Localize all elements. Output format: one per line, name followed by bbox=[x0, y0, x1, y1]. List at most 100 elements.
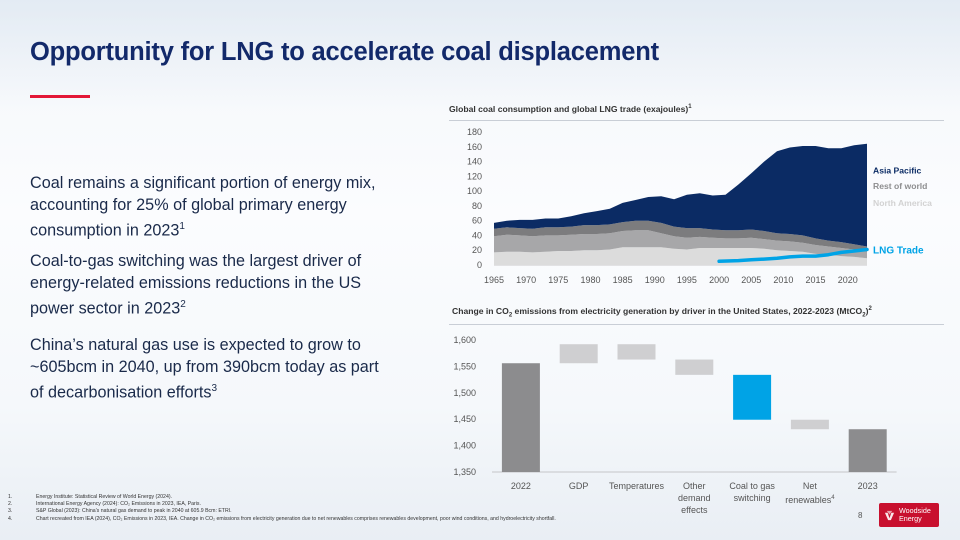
chart2-title-sub: 2 bbox=[508, 312, 513, 319]
woodside-logo: Woodside Energy bbox=[879, 503, 939, 527]
waterfall-bar-coal-to-gas-switching bbox=[733, 374, 772, 420]
x-category-line: Net bbox=[802, 481, 817, 491]
legend-label-lng-trade: LNG Trade bbox=[873, 245, 924, 256]
x-category-line: demand bbox=[678, 493, 711, 503]
x-category-line: 2022 bbox=[510, 481, 531, 491]
chart2-title-middle: emissions from electricity generation by… bbox=[512, 306, 863, 316]
chart2-title-suffix: ) bbox=[865, 306, 869, 316]
bullet-2: Coal-to-gas switching was the largest dr… bbox=[30, 250, 380, 319]
x-category-line: renewables4 bbox=[785, 495, 835, 505]
bullet-2-sup: 2 bbox=[180, 299, 186, 310]
area-series-north-america bbox=[494, 247, 867, 265]
page-title: Opportunity for LNG to accelerate coal d… bbox=[30, 38, 659, 66]
lng-trade-line bbox=[717, 247, 869, 264]
y-tick-label: 1,550 bbox=[453, 361, 476, 371]
chart2-title-prefix: Change in CO bbox=[452, 306, 509, 316]
waterfall-bar-other-demand-effects bbox=[675, 359, 714, 375]
x-tick-label: 1975 bbox=[548, 275, 568, 285]
bullet-3-sup: 3 bbox=[211, 383, 218, 394]
footnote: 1. Energy Institute: Statistical Review o… bbox=[8, 494, 768, 501]
legend-label-asia-pacific: Asia Pacific bbox=[873, 165, 921, 175]
x-tick-label: 2015 bbox=[806, 275, 826, 285]
title-accent-rule bbox=[30, 95, 90, 98]
bullet-1: Coal remains a significant portion of en… bbox=[30, 172, 380, 241]
footnote-text: International Energy Agency (2024): CO₂ … bbox=[36, 501, 201, 508]
area-series-asia-pacific bbox=[494, 143, 867, 247]
footnote-number: 3. bbox=[8, 508, 13, 515]
chart1-title-text: Global coal consumption and global LNG t… bbox=[449, 104, 689, 114]
y-tick-label: 60 bbox=[472, 216, 482, 226]
x-category-line: switching bbox=[733, 493, 771, 503]
y-tick-label: 1,500 bbox=[453, 388, 476, 398]
x-category-label: Temperatures bbox=[605, 480, 669, 492]
x-tick-label: 1995 bbox=[677, 275, 697, 285]
emissions-waterfall-chart: 1,350 1,400 1,450 1,500 1,550 1,600 bbox=[453, 335, 897, 477]
footnotes: 1. Energy Institute: Statistical Review o… bbox=[8, 494, 768, 523]
footnote-number: 2. bbox=[8, 501, 13, 508]
logo-line-1: Woodside bbox=[899, 506, 931, 515]
y-tick-label: 1,350 bbox=[453, 467, 476, 477]
bullet-3-text: China’s natural gas use is expected to g… bbox=[30, 336, 379, 402]
footnote-number: 4. bbox=[8, 515, 13, 522]
y-tick-label: 1,450 bbox=[453, 414, 476, 424]
x-category-line: Other bbox=[683, 481, 706, 491]
area-series-other bbox=[494, 220, 867, 252]
waterfall-bar-gdp bbox=[559, 344, 598, 364]
footnote-text: S&P Global (2023): China’s natural gas d… bbox=[36, 508, 232, 515]
chart2-title-sub2: 2 bbox=[862, 312, 866, 319]
x-tick-label: 2000 bbox=[709, 275, 729, 285]
legend-label-rest-of-world: Rest of world bbox=[873, 181, 927, 191]
waterfall-bar-net-renewables bbox=[790, 419, 829, 430]
x-tick-label: 1985 bbox=[613, 275, 633, 285]
x-tick-label: 2005 bbox=[741, 275, 761, 285]
x-category-label: Net renewables4 bbox=[778, 480, 842, 506]
bullet-2-text: Coal-to-gas switching was the largest dr… bbox=[30, 252, 362, 318]
x-category-label: GDP bbox=[547, 480, 611, 492]
chart2-title: Change in CO2 emissions from electricity… bbox=[452, 306, 872, 319]
page-number: 8 bbox=[858, 511, 863, 520]
y-tick-label: 180 bbox=[467, 127, 482, 137]
x-category-line: Temperatures bbox=[608, 481, 665, 491]
y-tick-label: 0 bbox=[477, 260, 482, 270]
waterfall-bar-2022 bbox=[501, 363, 540, 472]
waterfall-bar-temperatures bbox=[617, 344, 656, 360]
y-tick-label: 1,600 bbox=[453, 335, 476, 345]
x-tick-label: 2010 bbox=[773, 275, 793, 285]
footnote-text: Energy Institute: Statistical Review of … bbox=[36, 494, 172, 500]
woodside-mark-icon bbox=[884, 510, 895, 520]
footnote: 2. International Energy Agency (2024): CO… bbox=[8, 501, 768, 508]
bullet-1-text: Coal remains a significant portion of en… bbox=[30, 174, 376, 240]
x-category-label: Other demand effects bbox=[662, 480, 726, 516]
x-tick-label: 2020 bbox=[838, 275, 858, 285]
chart1-title-sup: 1 bbox=[688, 104, 692, 111]
chart2-title-rule bbox=[449, 324, 944, 325]
x-category-line: effects bbox=[681, 505, 708, 515]
y-tick-label: 1,400 bbox=[453, 441, 476, 451]
footnote: 4. Chart recreated from IEA (2024), CO₂ E… bbox=[8, 516, 768, 523]
x-category-line: GDP bbox=[568, 481, 589, 491]
x-tick-label: 1970 bbox=[516, 275, 536, 285]
y-tick-label: 100 bbox=[467, 186, 482, 196]
waterfall-bar-2023 bbox=[848, 429, 887, 472]
x-tick-label: 1965 bbox=[484, 275, 504, 285]
y-tick-label: 140 bbox=[467, 157, 482, 167]
x-category-label: 2022 bbox=[489, 480, 553, 492]
x-tick-label: 1990 bbox=[645, 275, 665, 285]
bullet-3: China’s natural gas use is expected to g… bbox=[30, 334, 380, 403]
logo-line-2: Energy bbox=[899, 514, 922, 523]
y-tick-label: 160 bbox=[467, 142, 482, 152]
y-tick-label: 80 bbox=[472, 201, 482, 211]
x-category-label: Coal to gas switching bbox=[720, 480, 784, 504]
legend-label-north-america: North America bbox=[873, 198, 932, 208]
chart1-title: Global coal consumption and global LNG t… bbox=[449, 104, 692, 114]
x-category-sup: 4 bbox=[831, 495, 835, 501]
y-tick-label: 40 bbox=[472, 230, 482, 240]
footnote-text: Chart recreated from IEA (2024), CO₂ Emi… bbox=[36, 515, 556, 522]
chart1-title-rule bbox=[449, 120, 944, 121]
y-tick-label: 120 bbox=[467, 171, 482, 181]
coal-lng-area-chart: 0 20 40 60 80 100 120 140 160 180 1965 1970 1975 1980… bbox=[467, 127, 932, 285]
footnote: 3. S&P Global (2023): China’s natural gas… bbox=[8, 508, 768, 515]
x-category-label: 2023 bbox=[836, 480, 900, 492]
area-series-rest-of-world bbox=[494, 230, 867, 259]
chart2-title-sup: 2 bbox=[868, 306, 872, 313]
